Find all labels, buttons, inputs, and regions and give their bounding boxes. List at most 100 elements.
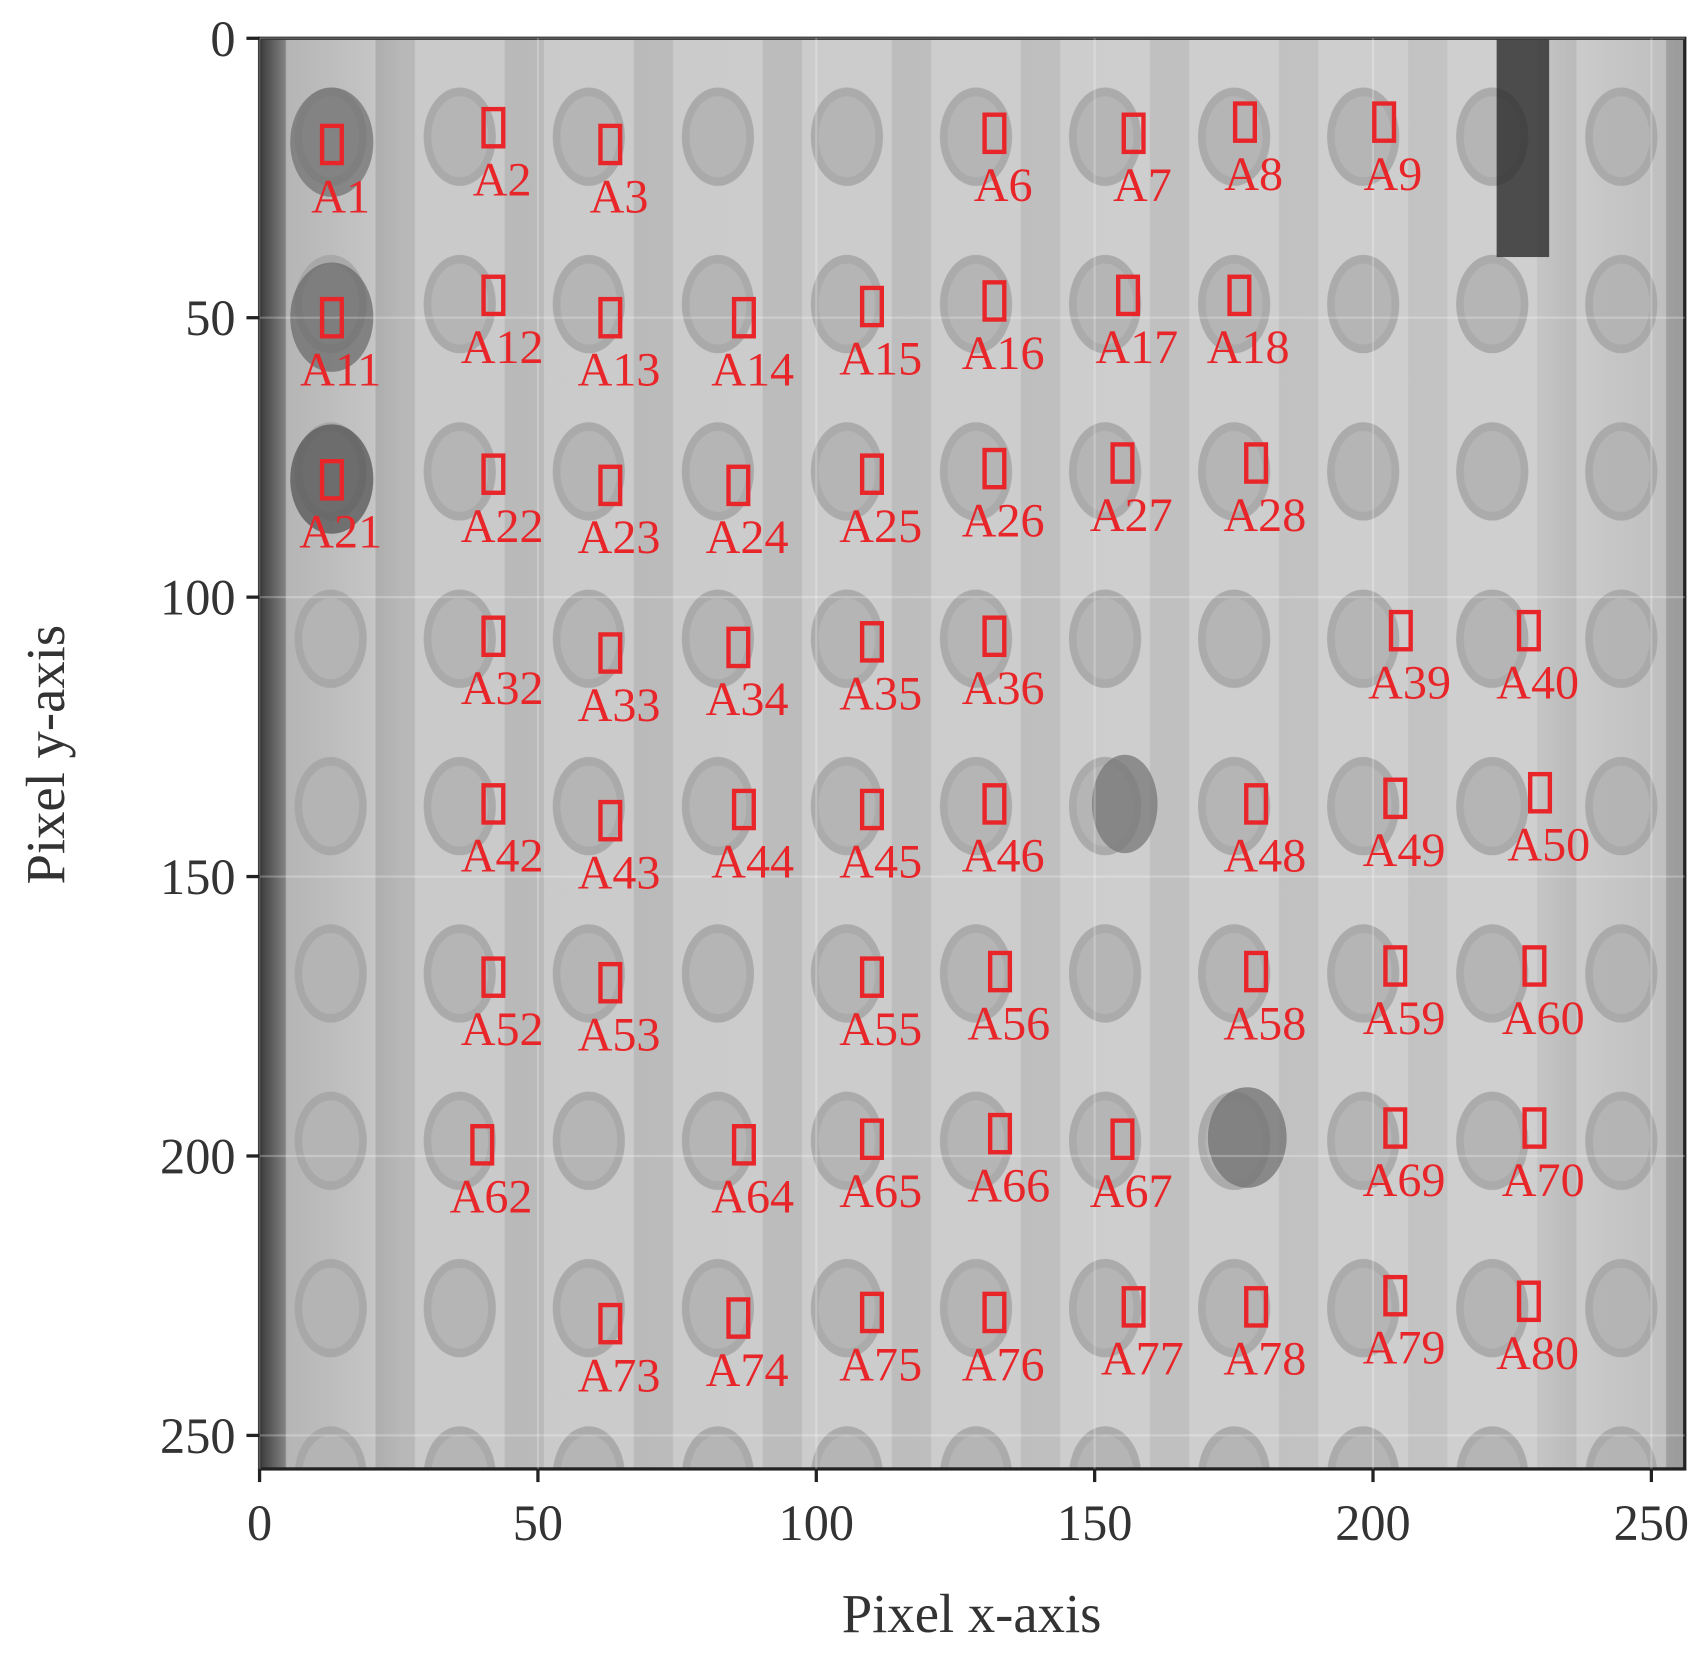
region-box: [1244, 1286, 1269, 1328]
region-box: [481, 615, 506, 658]
region-box: [731, 788, 756, 831]
region-box: [481, 274, 506, 317]
region-box: [1383, 1107, 1408, 1149]
region-label: A22: [461, 500, 544, 553]
region-label: A78: [1223, 1333, 1306, 1386]
region-label: A52: [461, 1003, 544, 1056]
region-box: [481, 956, 506, 998]
region-box: [731, 1124, 756, 1166]
region-label: A2: [473, 154, 532, 207]
region-box: [598, 799, 623, 842]
region-box: [982, 615, 1007, 658]
region-box: [982, 280, 1007, 322]
region-label: A60: [1502, 992, 1585, 1045]
region-label: A43: [578, 846, 661, 899]
region-box: [598, 961, 623, 1004]
y-tick-label: 50: [185, 290, 235, 346]
region-box: [1110, 442, 1135, 484]
region-box: [1383, 945, 1408, 987]
region-box: [1383, 777, 1408, 820]
x-tick-label: 100: [779, 1495, 854, 1551]
region-box: [1516, 609, 1541, 652]
region-label: A80: [1496, 1327, 1579, 1380]
region-box: [1244, 950, 1269, 993]
region-box: [1116, 274, 1141, 317]
region-label: A45: [839, 835, 922, 888]
region-box: [1516, 1280, 1541, 1323]
region-label: A12: [461, 321, 544, 374]
region-label: A3: [590, 170, 649, 223]
region-box: [1121, 1286, 1146, 1328]
region-box: [982, 783, 1007, 825]
region-label: A39: [1368, 656, 1451, 709]
region-box: [470, 1124, 495, 1166]
region-label: A48: [1223, 830, 1306, 883]
region-label: A16: [962, 327, 1045, 380]
region-label: A79: [1363, 1322, 1446, 1375]
region-label: A75: [839, 1338, 922, 1391]
region-label: A28: [1223, 489, 1306, 542]
region-box: [859, 285, 884, 328]
y-tick-label: 150: [160, 849, 235, 905]
region-box: [481, 453, 506, 495]
y-tick-label: 100: [160, 570, 235, 626]
region-label: A34: [706, 673, 789, 726]
region-box: [1110, 1118, 1135, 1160]
region-box: [859, 1118, 884, 1160]
region-label: A74: [706, 1344, 789, 1397]
region-label: A35: [839, 668, 922, 721]
region-label: A66: [967, 1159, 1050, 1212]
region-label: A49: [1363, 824, 1446, 877]
region-label: A46: [962, 830, 1045, 883]
region-label: A56: [967, 997, 1050, 1050]
region-box: [987, 1112, 1013, 1155]
region-box: [859, 1291, 884, 1334]
region-label: A59: [1363, 992, 1446, 1045]
region-label: A70: [1502, 1154, 1585, 1207]
x-tick-label: 250: [1614, 1495, 1689, 1551]
region-label: A6: [974, 159, 1033, 212]
region-box: [1388, 609, 1413, 652]
region-label: A40: [1496, 656, 1579, 709]
region-label: A24: [706, 511, 789, 564]
region-box: [859, 453, 884, 495]
region-box: [859, 956, 884, 998]
region-box: [1383, 1274, 1408, 1317]
region-label: A26: [962, 494, 1045, 547]
y-axis-title: Pixel y-axis: [15, 625, 76, 885]
region-label: A32: [461, 662, 544, 715]
region-box: [1522, 945, 1547, 987]
region-label: A77: [1101, 1333, 1184, 1386]
region-box: [598, 296, 623, 339]
region-label: A18: [1207, 321, 1290, 374]
region-label: A73: [578, 1349, 661, 1402]
region-box: [726, 464, 751, 507]
region-label: A67: [1090, 1165, 1173, 1218]
region-label: A11: [300, 344, 381, 397]
region-box: [859, 788, 884, 831]
region-label: A58: [1223, 997, 1306, 1050]
region-box: [1522, 1107, 1547, 1149]
region-label: A76: [962, 1338, 1045, 1391]
region-box: [987, 950, 1013, 993]
region-box: [1527, 771, 1553, 814]
region-label: A62: [450, 1171, 533, 1224]
region-box: [598, 1302, 623, 1345]
region-box: [598, 123, 623, 166]
region-box: [1244, 783, 1269, 825]
region-box: [982, 447, 1007, 490]
region-box: [319, 296, 344, 339]
region-box: [726, 1297, 751, 1339]
region-box: [598, 464, 623, 507]
region-label: A7: [1113, 159, 1172, 212]
region-label: A44: [711, 835, 794, 888]
region-box: [481, 783, 506, 825]
plot-frame: [257, 36, 1687, 1471]
x-tick-label: 0: [247, 1495, 272, 1551]
region-box: [982, 1291, 1007, 1334]
y-tick-label: 250: [160, 1408, 235, 1464]
region-label: A69: [1363, 1154, 1446, 1207]
region-box: [1121, 112, 1146, 155]
region-label: A33: [578, 679, 661, 732]
